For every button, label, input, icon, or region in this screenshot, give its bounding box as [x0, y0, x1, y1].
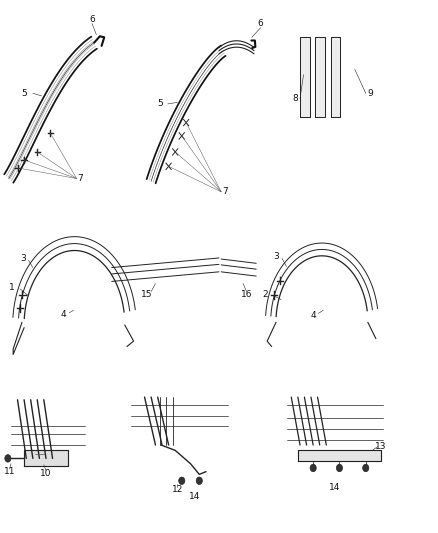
Text: 11: 11: [4, 467, 15, 476]
Text: 15: 15: [141, 290, 152, 298]
Text: 10: 10: [40, 469, 52, 478]
Text: 2: 2: [262, 290, 268, 298]
Polygon shape: [298, 450, 381, 461]
Text: 6: 6: [89, 15, 95, 24]
Circle shape: [363, 464, 369, 472]
Text: 5: 5: [21, 89, 27, 98]
Text: 7: 7: [222, 188, 228, 196]
Text: 16: 16: [241, 290, 252, 298]
Text: 9: 9: [367, 89, 373, 98]
Circle shape: [310, 464, 316, 472]
Polygon shape: [300, 37, 310, 117]
Polygon shape: [24, 450, 68, 466]
Polygon shape: [315, 37, 325, 117]
Text: 14: 14: [329, 483, 341, 492]
Circle shape: [179, 477, 185, 484]
Text: 1: 1: [9, 284, 15, 292]
Text: 7: 7: [77, 174, 83, 183]
Text: 4: 4: [311, 311, 316, 320]
Text: 3: 3: [20, 254, 26, 263]
Text: 5: 5: [157, 100, 163, 108]
Text: 12: 12: [172, 485, 183, 494]
Text: 13: 13: [375, 442, 387, 451]
Circle shape: [336, 464, 343, 472]
Circle shape: [196, 477, 202, 484]
Circle shape: [5, 455, 11, 462]
Text: 3: 3: [273, 253, 279, 261]
Text: 8: 8: [293, 94, 299, 103]
Text: 14: 14: [189, 492, 201, 501]
Polygon shape: [331, 37, 340, 117]
Text: 6: 6: [258, 20, 264, 28]
Text: 4: 4: [61, 310, 66, 319]
